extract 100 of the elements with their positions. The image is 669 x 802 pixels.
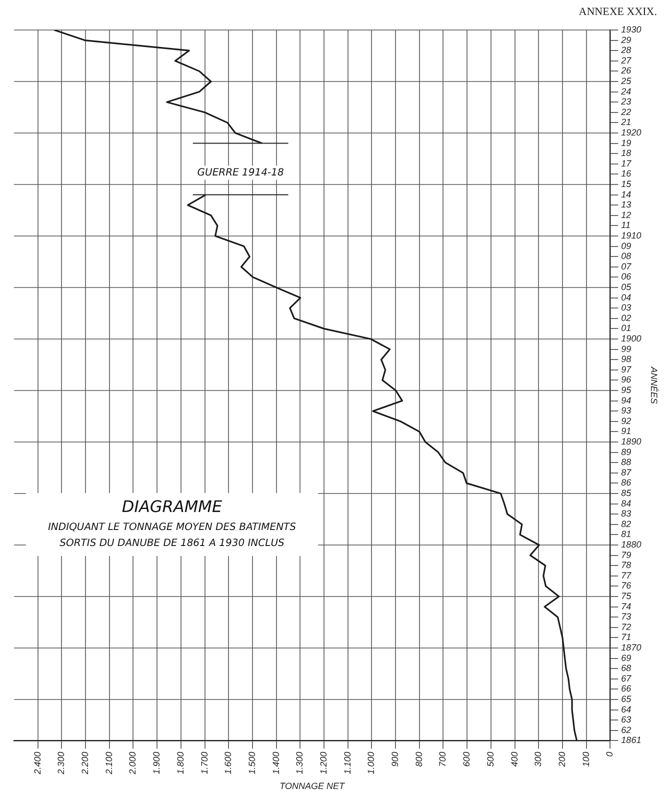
y-tick-label: 77 bbox=[621, 570, 632, 580]
y-tick-label: 64 bbox=[621, 704, 632, 714]
y-tick-label: 26 bbox=[620, 66, 632, 76]
y-tick-label: 76 bbox=[621, 580, 632, 591]
y-tick-label: 23 bbox=[620, 96, 632, 107]
x-tick-label: 2.200 bbox=[80, 752, 90, 776]
y-tick-label: 11 bbox=[621, 220, 631, 230]
y-tick-label: 94 bbox=[621, 395, 632, 406]
y-tick-label: 63 bbox=[621, 714, 632, 725]
x-tick-label: 100 bbox=[580, 752, 591, 767]
y-tick-label: 89 bbox=[621, 446, 632, 457]
y-tick-label: 08 bbox=[621, 251, 632, 262]
y-tick-label: 15 bbox=[621, 178, 632, 189]
x-axis-title: TONNAGE NET bbox=[280, 781, 346, 792]
y-tick-label: 27 bbox=[620, 55, 632, 66]
y-tick-label: 06 bbox=[621, 272, 632, 282]
y-tick-label: 87 bbox=[621, 467, 632, 478]
y-tick-label: 1930 bbox=[621, 24, 642, 34]
y-tick-label: 01 bbox=[621, 323, 632, 334]
y-tick-label: 1890 bbox=[621, 436, 642, 446]
x-tick-label: 1.100 bbox=[342, 752, 352, 774]
x-tick-label: 400 bbox=[509, 752, 520, 767]
y-tick-label: 81 bbox=[621, 529, 632, 540]
y-tick-label: 62 bbox=[621, 724, 632, 735]
x-tick-label: 2.000 bbox=[128, 752, 138, 776]
y-tick-label: 68 bbox=[621, 663, 632, 674]
x-tick-label: 2.100 bbox=[104, 752, 114, 776]
y-tick-label: 83 bbox=[621, 508, 632, 519]
y-tick-label: 1910 bbox=[621, 230, 642, 240]
text: DIAGRAMME bbox=[120, 497, 224, 516]
y-tick-label: 04 bbox=[621, 292, 632, 302]
y-tick-label: 88 bbox=[621, 457, 632, 468]
y-tick-label: 19 bbox=[621, 138, 632, 148]
y-tick-label: 12 bbox=[621, 210, 632, 220]
x-tick-label: 800 bbox=[414, 752, 424, 767]
y-tick-label: 92 bbox=[621, 416, 632, 426]
y-tick-label: 95 bbox=[621, 384, 632, 395]
y-tick-label: 66 bbox=[621, 684, 632, 694]
y-tick-label: 79 bbox=[621, 550, 632, 560]
y-tick-label: 1900 bbox=[621, 333, 642, 344]
x-tick-label: 1.700 bbox=[199, 752, 210, 774]
y-tick-label: 1861 bbox=[621, 735, 642, 746]
y-tick-label: 86 bbox=[621, 478, 632, 488]
y-tick-label: 22 bbox=[620, 106, 632, 117]
y-tick-label: 24 bbox=[620, 86, 632, 96]
x-tick-label: 200 bbox=[556, 752, 567, 768]
y-tick-label: 82 bbox=[621, 518, 632, 529]
x-tick-label: 600 bbox=[462, 752, 472, 767]
x-tick-label: 1.200 bbox=[318, 752, 329, 774]
text: ANNEXE XXIX. bbox=[578, 6, 657, 18]
y-tick-label: 67 bbox=[621, 673, 632, 684]
x-tick-label: 1.900 bbox=[152, 752, 162, 774]
y-tick-label: 91 bbox=[621, 426, 632, 436]
y-tick-label: 16 bbox=[621, 168, 632, 179]
y-tick-label: 99 bbox=[621, 344, 632, 354]
y-tick-label: 1880 bbox=[621, 539, 642, 550]
y-tick-label: 21 bbox=[620, 117, 632, 128]
y-tick-label: 75 bbox=[621, 590, 632, 601]
x-tick-label: 1.600 bbox=[223, 752, 234, 774]
y-tick-label: 93 bbox=[621, 406, 632, 416]
x-tick-label: 0 bbox=[604, 752, 615, 757]
y-tick-label: 72 bbox=[621, 622, 632, 632]
y-tick-label: 84 bbox=[621, 498, 632, 508]
x-tick-label: 500 bbox=[485, 752, 496, 767]
y-tick-label: 97 bbox=[621, 364, 632, 374]
y-tick-label: 73 bbox=[621, 612, 632, 622]
y-tick-label: 07 bbox=[621, 261, 632, 272]
y-tick-label: 29 bbox=[620, 34, 632, 45]
y-tick-label: 85 bbox=[621, 488, 632, 498]
text: INDIQUANT LE TONNAGE MOYEN DES BATIMENTS SORTIS DU DANUBE DE 1861 A 1930 INCLUS bbox=[46, 521, 298, 552]
x-tick-label: 2.300 bbox=[56, 752, 66, 776]
y-tick-label: 74 bbox=[621, 601, 632, 612]
y-tick-label: 28 bbox=[620, 45, 632, 56]
y-tick-label: 1870 bbox=[621, 642, 642, 652]
y-tick-label: 1920 bbox=[621, 127, 642, 138]
x-tick-label: 1.500 bbox=[246, 752, 257, 774]
x-tick-label: 300 bbox=[533, 752, 544, 767]
y-tick-label: 14 bbox=[621, 189, 632, 200]
x-tick-label: 1.400 bbox=[270, 752, 281, 774]
ref-line-label: GUERRE 1914-18 bbox=[197, 167, 284, 178]
x-tick-label: 2.400 bbox=[32, 752, 42, 776]
y-tick-label: 18 bbox=[621, 148, 632, 158]
x-tick-label: 900 bbox=[390, 752, 400, 767]
y-tick-label: 05 bbox=[621, 282, 632, 292]
y-tick-label: 71 bbox=[621, 632, 632, 642]
y-axis-title: ANNÉES bbox=[649, 366, 660, 404]
x-tick-label: 1.800 bbox=[175, 752, 186, 774]
y-tick-label: 13 bbox=[621, 200, 632, 210]
y-tick-label: 17 bbox=[621, 158, 632, 168]
y-tick-label: 98 bbox=[621, 354, 632, 364]
x-tick-label: 700 bbox=[438, 752, 448, 767]
y-tick-label: 96 bbox=[621, 374, 632, 385]
y-tick-label: 65 bbox=[621, 694, 632, 704]
y-tick-label: 25 bbox=[620, 76, 632, 86]
y-tick-label: 69 bbox=[621, 652, 632, 663]
y-tick-label: 09 bbox=[621, 240, 632, 251]
y-tick-label: 02 bbox=[621, 312, 632, 323]
x-tick-label: 1.300 bbox=[294, 752, 305, 774]
y-tick-label: 78 bbox=[621, 560, 632, 570]
y-tick-label: 03 bbox=[621, 302, 632, 313]
